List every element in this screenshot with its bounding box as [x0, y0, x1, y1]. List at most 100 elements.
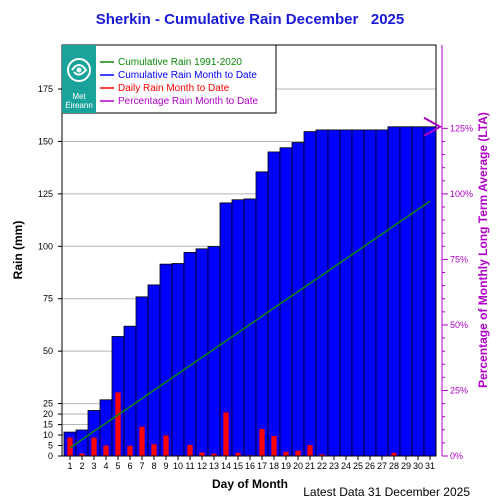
- x-tick-label: 4: [103, 461, 108, 471]
- x-tick-label: 11: [185, 461, 194, 471]
- cumulative-bar-day-28: [387, 126, 401, 457]
- x-tick-label: 5: [115, 461, 120, 471]
- daily-bar-day-28: [391, 452, 397, 456]
- daily-bar-day-5: [115, 392, 121, 456]
- y-tick-label: 0: [48, 451, 53, 461]
- y2-axis: 0% 25% 50% 75% 100% 125%: [441, 45, 473, 461]
- x-tick-label: 16: [245, 461, 255, 471]
- cumulative-bar-day-23: [327, 129, 341, 457]
- x-tick-label: 19: [281, 461, 291, 471]
- daily-bar-day-11: [187, 444, 193, 456]
- cumulative-bar-day-30: [411, 126, 425, 457]
- x-tick-label: 29: [401, 461, 411, 471]
- cumulative-bar-day-10: [171, 263, 185, 457]
- daily-bar-day-8: [151, 444, 157, 456]
- daily-bar-day-9: [163, 435, 169, 456]
- y2-axis-label: Percentage of Monthly Long Term Average …: [476, 112, 490, 388]
- daily-bar-day-17: [259, 428, 265, 456]
- y-tick-label: 10: [43, 430, 53, 440]
- y-tick-label: 15: [43, 420, 53, 430]
- cumulative-bar-day-12: [195, 248, 209, 457]
- y2-tick-label: 25%: [450, 385, 468, 395]
- x-tick-label: 17: [257, 461, 267, 471]
- x-axis: 1 2 3 4 5 6 7 8 9 10 11 12 13 14 15 16 17 18 19 20 21 22 23 24 2…: [67, 456, 435, 471]
- logo-text-eireann: Éireann: [65, 101, 93, 110]
- x-tick-label: 9: [163, 461, 168, 471]
- cumulative-bar-day-27: [375, 129, 389, 457]
- x-tick-label: 26: [365, 461, 375, 471]
- x-tick-label: 28: [389, 461, 399, 471]
- x-tick-label: 13: [209, 461, 219, 471]
- x-tick-label: 14: [221, 461, 231, 471]
- y-tick-label: 125: [38, 189, 53, 199]
- x-tick-label: 7: [139, 461, 144, 471]
- cumulative-bar-day-25: [351, 129, 365, 457]
- daily-bar-day-19: [283, 451, 289, 456]
- chart-title: Sherkin - Cumulative Rain December 2025: [96, 11, 404, 28]
- x-tick-label: 10: [173, 461, 183, 471]
- x-tick-label: 3: [91, 461, 96, 471]
- cumulative-bars: [63, 126, 437, 457]
- x-tick-label: 1: [67, 461, 72, 471]
- daily-bar-day-13: [211, 453, 217, 456]
- lta-line: [69, 200, 431, 449]
- x-tick-label: 15: [233, 461, 243, 471]
- x-tick-label: 25: [353, 461, 363, 471]
- legend-label-percentage: Percentage Rain Month to Date: [118, 96, 259, 107]
- daily-bar-day-6: [127, 445, 133, 456]
- cumulative-bar-day-24: [339, 129, 353, 457]
- legend-box: [61, 44, 277, 114]
- daily-bars: [67, 392, 397, 456]
- y2-tick-label: 0%: [450, 451, 463, 461]
- cumulative-bar-day-11: [183, 251, 197, 457]
- x-axis-label: Day of Month: [212, 477, 288, 491]
- x-tick-label: 27: [377, 461, 387, 471]
- y-tick-label: 50: [43, 346, 53, 356]
- cumulative-bar-day-20: [291, 142, 305, 457]
- legend-label-cumulative: Cumulative Rain Month to Date: [118, 70, 257, 81]
- met-eireann-logo: Met Éireann: [62, 45, 96, 113]
- percentage-marker-group: [423, 116, 443, 137]
- x-tick-label: 2: [79, 461, 84, 471]
- daily-bar-day-21: [307, 445, 313, 456]
- cumulative-bar-day-29: [399, 126, 413, 457]
- y-tick-label: 100: [38, 241, 53, 251]
- daily-bar-day-20: [295, 450, 301, 456]
- y2-tick-label: 75%: [450, 254, 468, 264]
- y2-tick-label: 50%: [450, 320, 468, 330]
- legend: Met Éireann Cumulative Rain 1991-2020 Cu…: [61, 44, 277, 114]
- cumulative-bar-day-22: [315, 129, 329, 457]
- cumulative-bar-day-8: [147, 284, 161, 457]
- x-tick-label: 24: [341, 461, 351, 471]
- y-tick-label: 25: [43, 399, 53, 409]
- x-tick-label: 8: [151, 461, 156, 471]
- cumulative-bar-day-15: [231, 199, 245, 457]
- cumulative-bar-day-21: [303, 131, 317, 457]
- cumulative-bar-day-26: [363, 129, 377, 457]
- daily-bar-day-1: [67, 437, 73, 456]
- y2-tick-label: 100%: [450, 189, 473, 199]
- y-axis-label: Rain (mm): [11, 221, 25, 280]
- y-tick-label: 5: [48, 441, 53, 451]
- legend-label-daily: Daily Rain Month to Date: [118, 83, 230, 94]
- x-tick-label: 30: [413, 461, 423, 471]
- daily-bar-day-12: [199, 452, 205, 456]
- daily-bar-day-22: [319, 454, 325, 456]
- daily-bar-day-2: [79, 453, 85, 456]
- y2-tick-label: 125%: [450, 123, 473, 133]
- daily-bar-day-7: [139, 426, 145, 456]
- x-tick-label: 20: [293, 461, 303, 471]
- cumulative-bar-day-6: [123, 325, 137, 457]
- x-tick-label: 18: [269, 461, 279, 471]
- x-tick-label: 31: [425, 461, 435, 471]
- x-tick-label: 21: [305, 461, 315, 471]
- daily-bar-day-3: [91, 437, 97, 456]
- daily-bar-day-4: [103, 445, 109, 456]
- cumulative-bar-day-9: [159, 263, 173, 457]
- x-tick-label: 22: [317, 461, 327, 471]
- y-tick-label: 175: [38, 84, 53, 94]
- x-tick-label: 12: [197, 461, 207, 471]
- y-tick-label: 20: [43, 409, 53, 419]
